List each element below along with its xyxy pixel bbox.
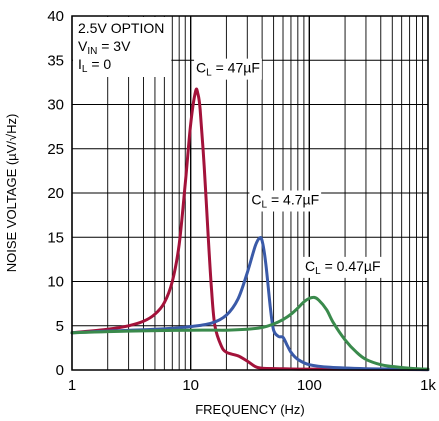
series-label: CL = 0.47µF: [303, 256, 383, 278]
condition-option: 2.5V OPTION: [78, 20, 164, 36]
test-conditions: 2.5V OPTION VIN = 3V IL = 0: [73, 17, 172, 77]
series-line: [70, 236, 430, 372]
series-label-prefix: C: [305, 258, 315, 274]
plot-frame: [71, 15, 429, 371]
il-value: = 0: [87, 56, 111, 72]
series-label-sub: L: [315, 266, 321, 277]
series-label-text: CL = 4.7µF: [251, 192, 319, 211]
y-tick-label: 40: [47, 8, 64, 25]
il-prefix: I: [78, 56, 82, 72]
series-label-prefix: C: [251, 192, 261, 208]
y-tick-label: 25: [47, 141, 64, 158]
series-label-sub: L: [206, 68, 212, 79]
y-tick-label: 10: [47, 274, 64, 291]
series-label-text: CL = 47µF: [196, 60, 260, 79]
x-tick-labels: 1 10 100 1k: [68, 377, 437, 394]
il-sub: L: [82, 64, 88, 75]
series-label-bg: [249, 190, 322, 212]
condition-vin: VIN = 3V: [78, 38, 131, 57]
vin-prefix: V: [78, 38, 88, 54]
y-axis-label: NOISE VOLTAGE (µV/√Hz): [4, 114, 19, 273]
series-label-value: = 4.7µF: [267, 192, 319, 208]
x-tick-label: 1k: [420, 377, 436, 394]
y-tick-label: 35: [47, 52, 64, 69]
series-label-prefix: C: [196, 60, 206, 76]
conditions-box: [73, 17, 172, 77]
series-label: CL = 4.7µF: [249, 190, 322, 212]
x-tick-label: 1: [68, 377, 76, 394]
series-label-value: = 0.47µF: [321, 258, 381, 274]
vin-sub: IN: [87, 46, 97, 57]
series-line: [70, 87, 430, 372]
y-tick-label: 5: [56, 318, 64, 335]
series-label-sub: L: [262, 200, 268, 211]
series-label-bg: [194, 58, 262, 80]
y-tick-label: 30: [47, 97, 64, 114]
y-tick-labels: 0 5 10 15 20 25 30 35 40: [47, 8, 64, 379]
x-axis-label: FREQUENCY (Hz): [195, 402, 305, 417]
y-tick-label: 20: [47, 185, 64, 202]
x-tick-label: 100: [297, 377, 322, 394]
series-label-value: = 47µF: [212, 60, 260, 76]
series-label-text: CL = 0.47µF: [305, 258, 381, 277]
y-tick-label: 0: [56, 362, 64, 379]
y-tick-label: 15: [47, 229, 64, 246]
series-line: [70, 295, 430, 371]
x-tick-label: 10: [182, 377, 199, 394]
series-layer: [70, 87, 430, 372]
condition-il: IL = 0: [78, 56, 111, 75]
series-label-bg: [303, 256, 383, 278]
series-label: CL = 47µF: [194, 58, 262, 80]
vin-value: = 3V: [97, 38, 131, 54]
